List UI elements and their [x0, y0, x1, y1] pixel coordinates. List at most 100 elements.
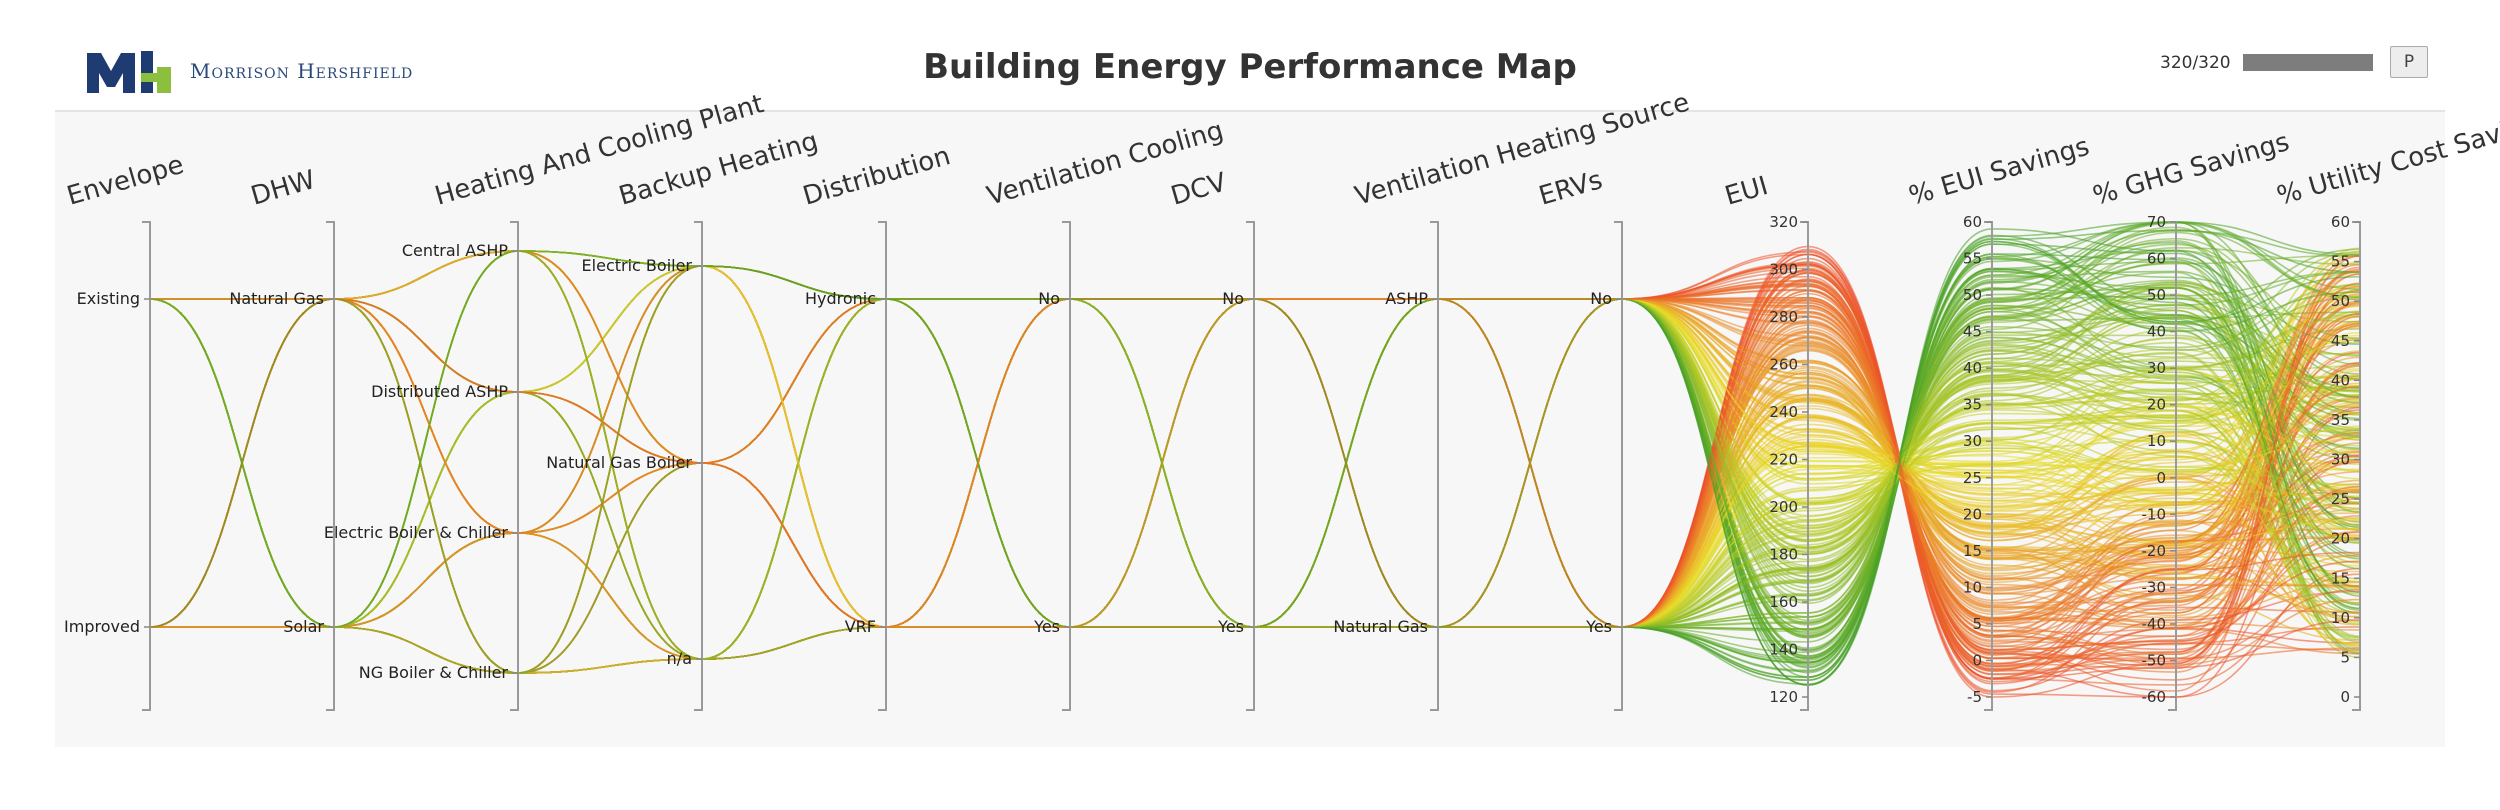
tick-label: 0	[2156, 469, 2166, 487]
tick-label: 25	[1963, 469, 1982, 487]
category-label: ASHP	[1385, 289, 1428, 308]
category-label: Solar	[283, 617, 324, 636]
category-label: Central ASHP	[402, 241, 508, 260]
tick-label: 20	[2331, 530, 2350, 548]
axis-title: ERVs	[1536, 165, 1606, 212]
category-label: No	[1038, 289, 1060, 308]
axis-eui[interactable]: EUI 120 140 160 180 200 220 240 260 280 300 320	[1722, 171, 1809, 711]
category-label: Yes	[1033, 617, 1060, 636]
record-counter: 320/320	[2160, 53, 2231, 73]
selection-progress-bar	[2243, 54, 2373, 71]
tick-label: 30	[1963, 432, 1982, 450]
category-label: Distributed ASHP	[371, 382, 508, 401]
axis-title: DHW	[248, 165, 319, 212]
tick-label: 200	[1769, 498, 1798, 516]
category-label: VRF	[845, 617, 876, 636]
tick-label: 50	[1963, 286, 1982, 304]
axis-distribution[interactable]: Distribution Hydronic VRF	[800, 141, 954, 711]
category-label: NG Boiler & Chiller	[359, 663, 509, 682]
axis-title: EUI	[1722, 171, 1772, 212]
company-logo	[87, 51, 171, 93]
tick-label: 260	[1769, 356, 1798, 374]
tick-label: 40	[2147, 323, 2166, 341]
axis-title: Envelope	[64, 150, 188, 212]
axis-line	[878, 221, 887, 711]
axis-dcv[interactable]: DCV No Yes	[1168, 167, 1255, 711]
tick-label: 60	[2147, 250, 2166, 268]
tick-label: 0	[1972, 651, 1982, 669]
tick-label: -50	[2142, 651, 2167, 669]
tick-label: 60	[2331, 213, 2350, 231]
tick-label: 220	[1769, 451, 1798, 469]
category-label: Yes	[1585, 617, 1612, 636]
axis-title: Heating And Cooling Plant	[432, 89, 767, 212]
tick-label: 320	[1769, 213, 1798, 231]
category-label: No	[1222, 289, 1244, 308]
category-label: Electric Boiler & Chiller	[324, 523, 509, 542]
tick-label: 50	[2147, 286, 2166, 304]
category-label: Electric Boiler	[582, 256, 693, 275]
axis-line	[142, 221, 151, 711]
axis-line	[510, 221, 519, 711]
tick-label: -30	[2142, 578, 2167, 596]
tick-label: 45	[1963, 323, 1982, 341]
tick-label: -10	[2142, 505, 2167, 523]
tick-label: 45	[2331, 332, 2350, 350]
tick-label: -5	[1967, 688, 1982, 706]
category-label: Existing	[77, 289, 140, 308]
category-label: Yes	[1217, 617, 1244, 636]
tick-label: 55	[2331, 253, 2350, 271]
axis-line	[694, 221, 703, 711]
axis-ervs[interactable]: ERVs No Yes	[1536, 165, 1623, 711]
tick-label: 35	[1963, 396, 1982, 414]
progress-fill	[2243, 54, 2373, 71]
record-line	[149, 240, 2361, 631]
tick-label: -20	[2142, 542, 2167, 560]
axis-line	[1430, 221, 1439, 711]
axis-title: % GHG Savings	[2090, 127, 2293, 212]
record-line	[149, 240, 2361, 681]
tick-label: 240	[1769, 403, 1798, 421]
category-label: Hydronic	[805, 289, 876, 308]
tick-label: 15	[2331, 569, 2350, 587]
p-button[interactable]: P	[2390, 46, 2428, 78]
category-label: Natural Gas	[229, 289, 324, 308]
category-label: n/a	[667, 649, 692, 668]
tick-label: 15	[1963, 542, 1982, 560]
tick-label: 140	[1769, 641, 1798, 659]
header-bar: Morrison Hershfield Building Energy Perf…	[55, 35, 2445, 112]
tick-label: 60	[1963, 213, 1982, 231]
axis-line	[1614, 221, 1623, 711]
tick-label: 20	[1963, 505, 1982, 523]
axis-title: Ventilation Heating Source	[1352, 87, 1693, 211]
tick-label: 0	[2340, 688, 2350, 706]
category-label: Natural Gas	[1333, 617, 1428, 636]
axis-envelope[interactable]: Envelope Existing Improved	[64, 150, 188, 711]
axis-ventilation-heating-source[interactable]: Ventilation Heating Source ASHP Natural Ga…	[1333, 87, 1693, 711]
tick-label: 300	[1769, 261, 1798, 279]
axis-line	[1062, 221, 1071, 711]
tick-label: 280	[1769, 308, 1798, 326]
category-label: No	[1590, 289, 1612, 308]
tick-label: 40	[2331, 371, 2350, 389]
axis-dhw[interactable]: DHW Natural Gas Solar	[229, 165, 335, 711]
tick-label: 55	[1963, 250, 1982, 268]
tick-label: 30	[2147, 359, 2166, 377]
tick-label: 160	[1769, 593, 1798, 611]
tick-label: 40	[1963, 359, 1982, 377]
category-label: Natural Gas Boiler	[546, 453, 692, 472]
tick-label: 5	[1972, 615, 1982, 633]
tick-label: 10	[2331, 609, 2350, 627]
tick-label: -60	[2142, 688, 2167, 706]
axis-title: % EUI Savings	[1906, 132, 2093, 212]
axis-line	[1246, 221, 1255, 711]
tick-label: 50	[2331, 292, 2350, 310]
tick-label: 10	[2147, 432, 2166, 450]
tick-label: 10	[1963, 578, 1982, 596]
company-name: Morrison Hershfield	[190, 59, 414, 83]
tick-label: 120	[1769, 688, 1798, 706]
axis-title: Distribution	[800, 141, 954, 212]
tick-label: 180	[1769, 546, 1798, 564]
